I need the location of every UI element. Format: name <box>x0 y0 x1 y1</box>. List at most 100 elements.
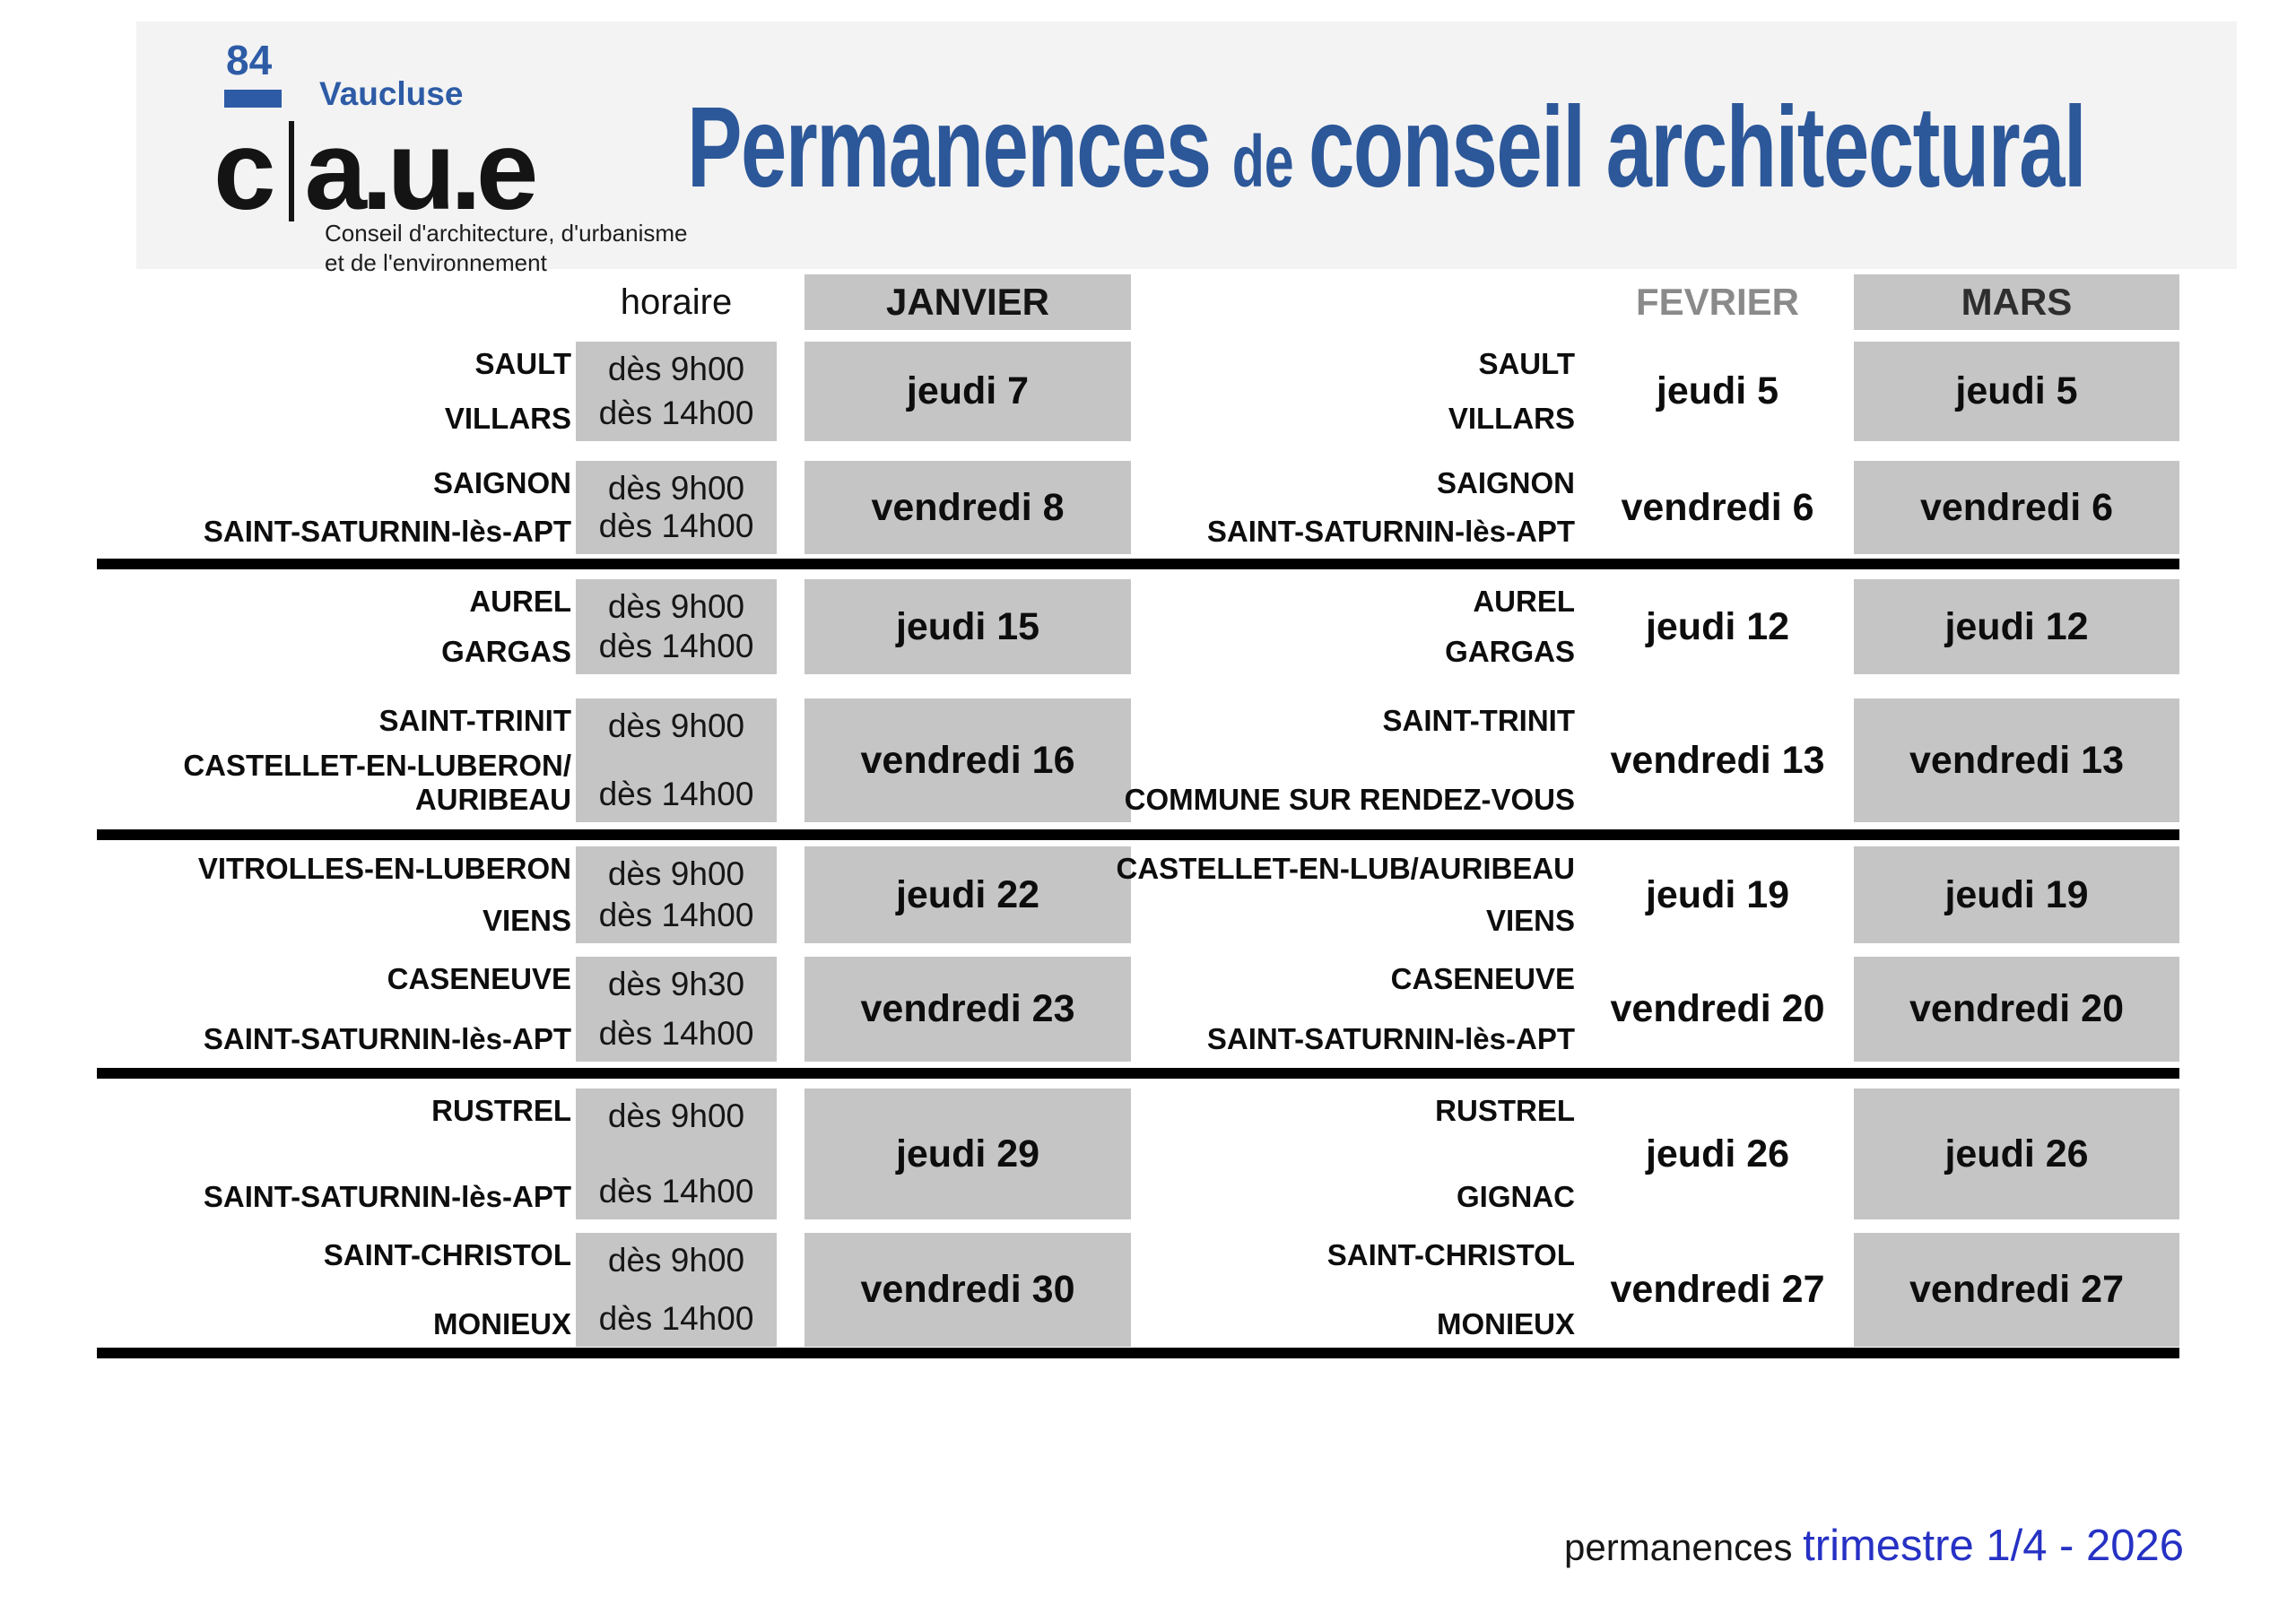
march-date-cell: jeudi 12 <box>1854 579 2179 674</box>
time-label: dès 14h00 <box>598 507 754 544</box>
town-label: CASENEUVE <box>1390 962 1575 995</box>
march-date-cell: jeudi 5 <box>1854 342 2179 441</box>
horaire-cell: dès 9h00 dès 14h00 <box>576 1089 777 1219</box>
date-label: jeudi 12 <box>1944 604 2089 648</box>
date-label: vendredi 27 <box>1909 1268 2124 1311</box>
date-label: vendredi 23 <box>860 987 1075 1030</box>
town-label: GARGAS <box>1445 635 1575 669</box>
date-label: vendredi 6 <box>1621 485 1814 529</box>
town-label: GARGAS <box>441 635 571 669</box>
town-label: CASTELLET-EN-LUB/AURIBEAU <box>1116 852 1575 885</box>
january-date-cell: jeudi 22 <box>804 846 1131 943</box>
left-towns: AUREL GARGAS <box>108 579 571 674</box>
footer-prefix: permanences <box>1563 1526 1804 1568</box>
date-label: vendredi 27 <box>1610 1268 1825 1311</box>
time-label: dès 9h00 <box>607 351 745 387</box>
logo-tagline: Conseil d'architecture, d'urbanisme et d… <box>325 219 687 277</box>
caue-logo: c a.u.e <box>213 108 539 233</box>
horaire-cell: dès 9h00 dès 14h00 <box>576 846 777 943</box>
left-towns: VITROLLES-EN-LUBERON VIENS <box>108 846 571 943</box>
town-label: SAINT-TRINIT <box>1382 704 1575 737</box>
schedule-row-5: VITROLLES-EN-LUBERON VIENS dès 9h00 dès … <box>0 846 2296 943</box>
right-towns: RUSTREL GIGNAC <box>1112 1089 1575 1219</box>
logo-divider-bar <box>288 120 294 221</box>
town-label: AUREL <box>1473 585 1575 618</box>
right-towns: AUREL GARGAS <box>1112 579 1575 674</box>
date-label: jeudi 19 <box>1944 872 2089 916</box>
logo-letters-aue: a.u.e <box>304 108 539 233</box>
title-part2: de <box>1231 121 1309 203</box>
department-name: Vaucluse <box>319 75 464 112</box>
february-date-cell: vendredi 6 <box>1605 461 1830 554</box>
february-date-cell: jeudi 5 <box>1605 342 1830 441</box>
town-label: SAINT-CHRISTOL <box>323 1238 571 1271</box>
january-date-cell: jeudi 29 <box>804 1089 1131 1219</box>
schedule-row-3: AUREL GARGAS dès 9h00 dès 14h00 jeudi 15… <box>0 579 2296 674</box>
left-towns: SAINT-CHRISTOL MONIEUX <box>108 1233 571 1347</box>
town-label: MONIEUX <box>1436 1307 1575 1341</box>
time-label: dès 9h30 <box>607 966 745 1002</box>
right-towns: SAINT-TRINIT COMMUNE SUR RENDEZ-VOUS <box>1112 698 1575 822</box>
time-label: dès 9h00 <box>607 1242 745 1279</box>
town-label: SAINT-SATURNIN-lès-APT <box>1206 1022 1575 1056</box>
town-label: SAIGNON <box>1436 466 1575 499</box>
horaire-column-header: horaire <box>620 282 733 322</box>
schedule-row-7: RUSTREL SAINT-SATURNIN-lès-APT dès 9h00 … <box>0 1089 2296 1219</box>
right-towns: SAIGNON SAINT-SATURNIN-lès-APT <box>1112 461 1575 554</box>
date-label: vendredi 6 <box>1919 485 2114 529</box>
tagline-line2: et de l'environnement <box>325 248 547 276</box>
horaire-cell: dès 9h00 dès 14h00 <box>576 461 777 554</box>
january-date-cell: jeudi 15 <box>804 579 1131 674</box>
town-label: SAINT-SATURNIN-lès-APT <box>203 515 571 549</box>
logo-letter-c: c <box>213 108 275 233</box>
time-label: dès 14h00 <box>598 1015 754 1052</box>
left-towns: SAIGNON SAINT-SATURNIN-lès-APT <box>108 461 571 554</box>
date-label: jeudi 12 <box>1645 604 1790 648</box>
date-label: vendredi 30 <box>860 1268 1075 1311</box>
town-label: VITROLLES-EN-LUBERON <box>197 852 571 885</box>
town-label: AUREL <box>469 585 571 618</box>
date-label: jeudi 15 <box>895 604 1040 648</box>
date-label: vendredi 13 <box>1610 738 1825 782</box>
date-label: jeudi 29 <box>895 1132 1040 1175</box>
left-towns: RUSTREL SAINT-SATURNIN-lès-APT <box>108 1089 571 1219</box>
time-label: dès 14h00 <box>598 776 754 812</box>
town-label: SAINT-CHRISTOL <box>1326 1238 1575 1271</box>
date-label: vendredi 20 <box>1909 987 2124 1030</box>
month-header-janvier: JANVIER <box>804 274 1131 330</box>
february-date-cell: vendredi 13 <box>1605 698 1830 822</box>
header-band <box>136 22 2237 269</box>
logo-underline-bar <box>224 90 282 108</box>
date-label: vendredi 13 <box>1909 738 2124 782</box>
date-label: jeudi 26 <box>1944 1132 2089 1175</box>
march-date-cell: vendredi 13 <box>1854 698 2179 822</box>
horaire-cell: dès 9h00 dès 14h00 <box>576 1233 777 1347</box>
town-label: RUSTREL <box>431 1094 571 1127</box>
right-towns: CASENEUVE SAINT-SATURNIN-lès-APT <box>1112 957 1575 1062</box>
town-label: RUSTREL <box>1435 1094 1575 1127</box>
february-date-cell: vendredi 27 <box>1605 1233 1830 1347</box>
march-date-cell: vendredi 20 <box>1854 957 2179 1062</box>
title-part3: conseil architectural <box>1309 83 2087 212</box>
january-date-cell: vendredi 16 <box>804 698 1131 822</box>
time-label: dès 9h00 <box>607 707 745 744</box>
town-label: CASENEUVE <box>387 962 571 995</box>
time-label: dès 9h00 <box>607 855 745 892</box>
time-label: dès 14h00 <box>598 1173 754 1210</box>
time-label: dès 14h00 <box>598 395 754 431</box>
date-label: jeudi 5 <box>1955 369 2078 412</box>
tagline-line1: Conseil d'architecture, d'urbanisme <box>325 220 688 247</box>
schedule-row-6: CASENEUVE SAINT-SATURNIN-lès-APT dès 9h3… <box>0 957 2296 1062</box>
time-label: dès 9h00 <box>607 1097 745 1134</box>
group-separator-line <box>97 559 2179 569</box>
town-label: VIENS <box>482 904 571 938</box>
time-label: dès 14h00 <box>598 628 754 664</box>
march-date-cell: jeudi 26 <box>1854 1089 2179 1219</box>
town-label: GIGNAC <box>1457 1180 1575 1214</box>
february-date-cell: jeudi 12 <box>1605 579 1830 674</box>
right-towns: SAINT-CHRISTOL MONIEUX <box>1112 1233 1575 1347</box>
schedule-row-4: SAINT-TRINIT CASTELLET-EN-LUBERON/ AURIB… <box>0 698 2296 822</box>
footer-trimester: trimestre 1/4 - 2026 <box>1803 1522 2184 1570</box>
town-label: SAINT-SATURNIN-lès-APT <box>203 1022 571 1056</box>
